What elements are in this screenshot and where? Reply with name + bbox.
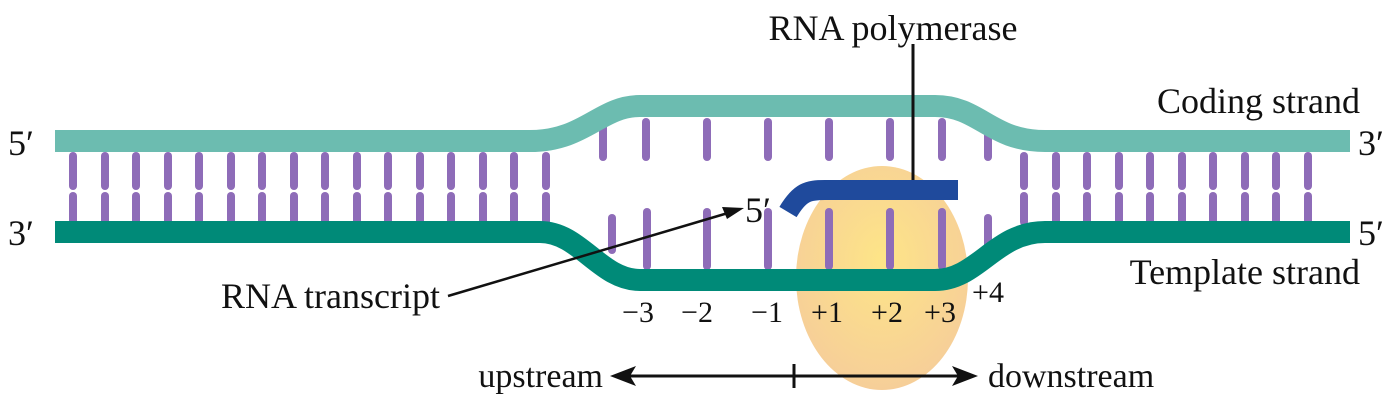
position-label: −1 — [751, 296, 783, 329]
template-strand — [55, 221, 1350, 291]
position-label: −3 — [622, 296, 654, 329]
template-strand-5prime-label: 5′ — [1358, 213, 1384, 253]
coding-strand-label: Coding strand — [1157, 81, 1360, 121]
transcript-5prime-label: 5′ — [745, 190, 771, 230]
downstream-label: downstream — [988, 358, 1154, 395]
template-strand-label: Template strand — [1130, 252, 1360, 292]
coding-strand-5prime-label: 5′ — [8, 123, 34, 163]
upstream-arrowhead — [610, 366, 636, 386]
base-pairs — [69, 118, 1312, 270]
position-label: +1 — [811, 296, 843, 329]
rna-transcript-label: RNA transcript — [221, 276, 440, 316]
downstream-arrowhead — [952, 366, 978, 386]
position-label: +3 — [924, 296, 956, 329]
coding-strand-3prime-label: 3′ — [1358, 123, 1384, 163]
transcript-pointer-line — [447, 211, 729, 298]
position-label: +2 — [871, 296, 903, 329]
coding-strand — [55, 95, 1350, 152]
template-strand-3prime-label: 3′ — [8, 213, 34, 253]
transcript-pointer-arrowhead — [722, 207, 744, 219]
rna-transcript-strand — [779, 180, 958, 218]
upstream-label: upstream — [478, 358, 603, 395]
rna-polymerase-label: RNA polymerase — [769, 8, 1018, 48]
position-label: −2 — [681, 296, 713, 329]
position-label: +4 — [972, 276, 1004, 309]
